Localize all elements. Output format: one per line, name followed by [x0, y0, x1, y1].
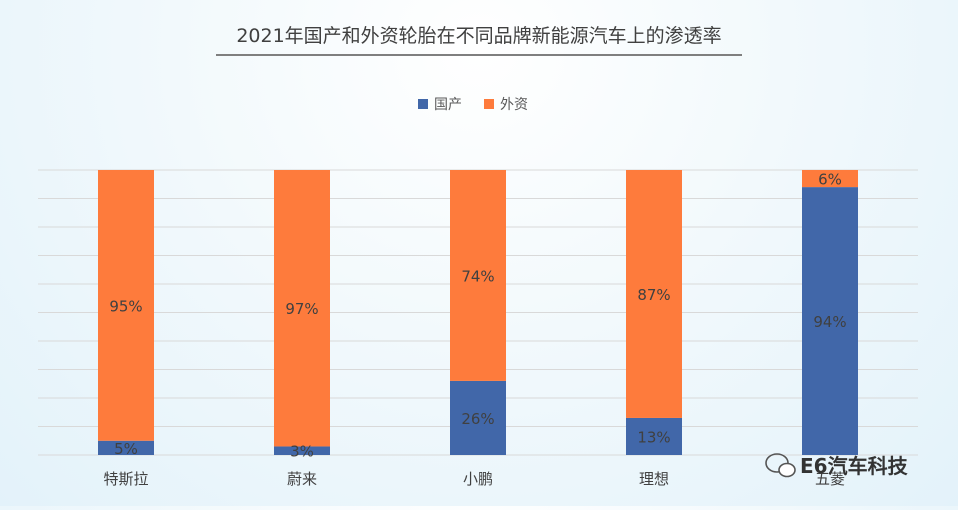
data-label: 26%: [461, 410, 494, 428]
data-label: 94%: [813, 313, 846, 331]
bar: [274, 446, 330, 455]
data-label: 87%: [637, 286, 670, 304]
x-tick-label: 五菱: [815, 470, 845, 488]
bar: [802, 187, 858, 455]
legend: 国产 外资: [418, 97, 528, 113]
legend-label: 外资: [500, 97, 528, 113]
legend-swatch: [418, 99, 428, 109]
data-label: 6%: [818, 171, 842, 189]
data-labels: 5% 95% 3% 97% 26% 74% 13% 87% 94% 6%: [109, 171, 846, 461]
data-label: 3%: [290, 443, 314, 461]
x-tick-label: 特斯拉: [103, 470, 148, 488]
chart-title: 2021年国产和外资轮胎在不同品牌新能源汽车上的渗透率: [236, 25, 721, 47]
x-tick-label: 理想: [639, 470, 669, 488]
data-label: 13%: [637, 428, 670, 446]
data-label: 5%: [114, 440, 138, 458]
data-label: 97%: [285, 300, 318, 318]
legend-swatch: [484, 99, 494, 109]
bar: [802, 170, 858, 188]
data-label: 95%: [109, 297, 142, 315]
bar: [626, 417, 682, 455]
x-axis-ticks: 特斯拉 蔚来 小鹏 理想 五菱: [103, 470, 845, 488]
x-tick-label: 蔚来: [287, 470, 317, 488]
bar: [274, 170, 330, 447]
watermark: E6汽车科技: [765, 453, 909, 478]
bar: [626, 170, 682, 418]
bar: [98, 440, 154, 455]
bar: [450, 170, 506, 381]
x-tick-label: 小鹏: [463, 470, 493, 488]
data-label: 74%: [461, 267, 494, 285]
wechat-icon-bubble: [778, 462, 796, 478]
bar: [450, 380, 506, 455]
legend-label: 国产: [434, 97, 462, 113]
bars: [98, 170, 858, 455]
watermark-text: E6汽车科技: [800, 454, 909, 478]
bar: [98, 170, 154, 441]
